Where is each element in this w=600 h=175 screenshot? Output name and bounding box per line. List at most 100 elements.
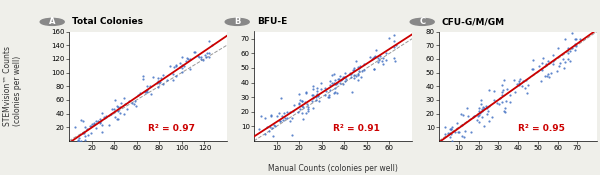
Point	[303, 110, 313, 113]
Point	[473, 115, 482, 118]
Point	[308, 96, 317, 99]
Point	[371, 56, 380, 58]
Point	[311, 99, 321, 102]
Point	[329, 91, 339, 94]
Point	[262, 126, 272, 129]
Point	[472, 118, 481, 121]
Point	[548, 53, 558, 56]
Point	[177, 71, 187, 74]
Point	[499, 79, 509, 82]
Point	[483, 110, 493, 113]
Point	[298, 117, 308, 120]
Point	[528, 67, 538, 70]
Point	[476, 103, 486, 106]
Point	[327, 82, 337, 84]
Point	[122, 107, 131, 110]
Point	[523, 91, 532, 94]
Point	[198, 58, 208, 61]
Point	[190, 51, 199, 53]
Point	[113, 118, 123, 121]
Point	[521, 78, 530, 81]
Point	[458, 134, 467, 137]
Point	[329, 81, 339, 84]
Point	[488, 115, 497, 118]
Point	[368, 56, 377, 59]
Text: R² = 0.91: R² = 0.91	[333, 124, 380, 133]
Point	[256, 115, 266, 117]
Point	[130, 99, 139, 102]
Point	[301, 112, 311, 114]
Point	[104, 124, 114, 126]
Point	[124, 100, 133, 102]
Point	[542, 75, 552, 78]
Point	[484, 88, 494, 91]
Point	[500, 111, 510, 113]
Point	[94, 120, 103, 122]
Point	[371, 49, 381, 51]
Point	[330, 79, 340, 81]
Point	[445, 127, 455, 130]
Point	[196, 55, 206, 58]
Point	[559, 66, 569, 69]
Point	[331, 83, 341, 85]
Point	[326, 88, 335, 91]
Point	[349, 69, 359, 71]
Point	[271, 124, 280, 127]
Point	[446, 128, 455, 130]
Point	[514, 84, 524, 87]
Point	[451, 130, 460, 133]
Point	[505, 94, 515, 96]
Point	[356, 76, 365, 79]
Point	[320, 86, 330, 89]
Point	[141, 89, 151, 92]
Point	[313, 93, 322, 96]
Point	[332, 91, 341, 94]
Point	[266, 115, 276, 118]
Point	[298, 112, 307, 114]
Point	[570, 49, 580, 52]
Point	[110, 115, 120, 118]
Point	[502, 100, 511, 103]
Point	[80, 126, 90, 129]
Point	[79, 120, 88, 123]
Point	[469, 115, 479, 118]
Point	[314, 99, 323, 102]
Point	[112, 118, 122, 121]
Point	[277, 115, 287, 118]
Point	[538, 56, 548, 59]
Point	[74, 139, 84, 142]
Point	[308, 94, 318, 97]
Point	[485, 104, 494, 107]
Point	[527, 67, 537, 70]
Point	[285, 119, 295, 122]
Point	[82, 128, 92, 131]
Point	[494, 102, 504, 105]
Point	[453, 130, 463, 133]
Point	[373, 61, 383, 63]
Point	[378, 57, 388, 60]
Point	[289, 104, 299, 107]
Point	[565, 60, 575, 63]
Point	[348, 69, 358, 72]
Point	[302, 102, 312, 105]
Point	[359, 68, 368, 71]
Point	[389, 34, 399, 37]
Point	[86, 132, 95, 135]
Point	[484, 120, 493, 122]
Point	[524, 83, 533, 86]
Point	[115, 112, 125, 114]
Point	[101, 115, 111, 118]
Point	[454, 130, 464, 133]
Point	[146, 93, 155, 96]
Point	[330, 86, 340, 89]
Point	[260, 117, 269, 119]
Point	[76, 139, 86, 142]
Point	[95, 121, 104, 123]
Point	[308, 84, 317, 87]
Point	[479, 124, 489, 127]
Point	[185, 67, 194, 70]
Point	[474, 110, 484, 113]
Point	[205, 55, 214, 58]
Point	[376, 55, 385, 58]
Point	[490, 99, 499, 102]
